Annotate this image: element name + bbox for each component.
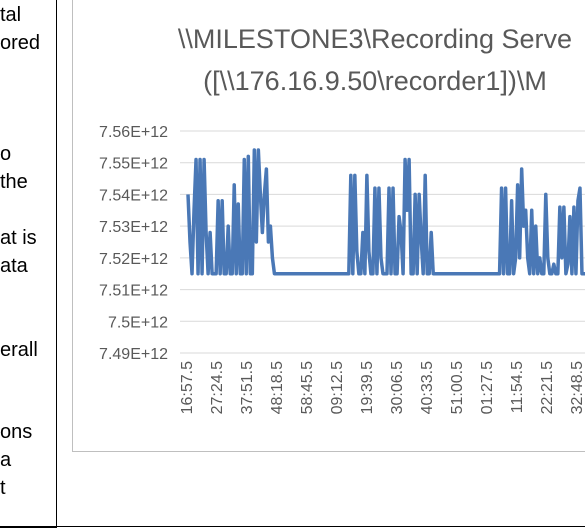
left-column-text: t <box>0 477 6 499</box>
y-tick-label: 7.55E+12 <box>99 156 168 173</box>
x-tick-label: 27:24.5 <box>209 361 226 414</box>
series-line <box>186 148 585 276</box>
x-tick-label: 11:54.5 <box>509 361 526 413</box>
x-tick-label: 32:48.5 <box>569 361 585 414</box>
y-tick-label: 7.5E+12 <box>108 314 168 331</box>
y-tick-label: 7.52E+12 <box>99 251 168 268</box>
left-column-text: at is <box>0 227 37 249</box>
chart-title-line-2: ([\\176.16.9.50\recorder1])\M <box>203 66 547 96</box>
left-column-text: ored <box>0 32 41 54</box>
left-column-text: tal <box>0 4 22 26</box>
x-tick-label: 09:12.5 <box>329 361 346 414</box>
y-tick-label: 7.56E+12 <box>99 124 168 141</box>
x-tick-label: 16:57.5 <box>179 361 196 414</box>
left-column-text: the <box>0 171 28 193</box>
chart-area-border <box>72 0 585 452</box>
x-tick-label: 48:18.5 <box>269 361 286 414</box>
left-column-text: ata <box>0 255 28 277</box>
x-tick-label: 22:21.5 <box>539 361 556 414</box>
x-tick-label: 37:51.5 <box>239 361 256 414</box>
left-column-text: erall <box>0 339 38 361</box>
left-column-text: ons <box>0 421 33 443</box>
y-tick-label: 7.49E+12 <box>99 346 168 363</box>
y-tick-label: 7.53E+12 <box>99 219 168 236</box>
y-tick-label: 7.51E+12 <box>99 283 168 300</box>
x-tick-label: 01:27.5 <box>479 361 496 414</box>
left-table-column: tal ored o the at is ata erall ons a t <box>0 0 57 528</box>
x-tick-label: 40:33.5 <box>419 361 436 414</box>
x-tick-label: 51:00.5 <box>449 361 466 414</box>
x-tick-label: 30:06.5 <box>389 361 406 414</box>
table-divider <box>56 0 57 528</box>
x-tick-label: 19:39.5 <box>359 361 376 414</box>
chart-title-line-1: \\MILESTONE3\Recording Serve <box>177 24 573 54</box>
left-column-text: o <box>0 143 12 165</box>
x-tick-label: 58:45.5 <box>299 361 316 414</box>
y-tick-label: 7.54E+12 <box>99 187 168 204</box>
table-bottom-border <box>0 526 585 527</box>
left-column-text: a <box>0 449 12 471</box>
